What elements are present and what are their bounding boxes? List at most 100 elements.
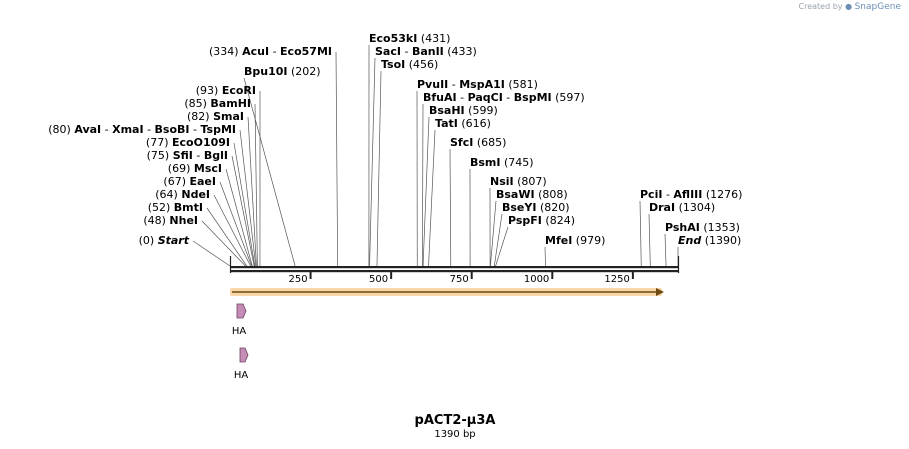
site-leader-line xyxy=(233,142,256,267)
restriction-site-label[interactable]: (52) BmtI xyxy=(148,201,203,214)
site-leader-line xyxy=(192,240,231,267)
restriction-site-label[interactable]: (334) AcuI - Eco57MI xyxy=(209,45,332,58)
snapgene-credit: Created by ● SnapGene xyxy=(799,2,902,12)
restriction-site-label[interactable]: PciI - AflIII (1276) xyxy=(640,188,742,201)
enzyme-name: BanII xyxy=(412,45,444,58)
enzyme-name: Eco57MI xyxy=(280,45,332,58)
site-leader-line xyxy=(639,200,642,267)
site-leader-line xyxy=(206,207,248,267)
restriction-site-label[interactable]: BsaWI (808) xyxy=(496,188,568,201)
enzyme-name: PciI xyxy=(640,188,662,201)
site-leader-lines xyxy=(192,44,679,267)
site-position: (1304) xyxy=(679,201,716,214)
enzyme-name: BseYI xyxy=(502,201,536,214)
restriction-site-label[interactable]: (80) AvaI - XmaI - BsoBI - TspMI xyxy=(48,123,236,136)
restriction-site-label[interactable]: SfcI (685) xyxy=(450,136,506,149)
site-position: (52) xyxy=(148,201,171,214)
restriction-site-label[interactable]: (75) SfiI - BglI xyxy=(147,149,228,162)
site-leader-line xyxy=(422,103,424,267)
restriction-site-label[interactable]: PspFI (824) xyxy=(508,214,575,227)
restriction-site-label[interactable]: BsaHI (599) xyxy=(429,104,498,117)
restriction-site-label[interactable]: PvuII - MspA1I (581) xyxy=(417,78,538,91)
enzyme-name: BsaHI xyxy=(429,104,465,117)
enzyme-name: PspFI xyxy=(508,214,542,227)
site-leader-line xyxy=(231,155,255,267)
site-position: (597) xyxy=(555,91,585,104)
site-leader-line xyxy=(239,129,257,267)
ruler-tick-label: 1000 xyxy=(524,274,549,285)
site-position: (80) xyxy=(48,123,71,136)
restriction-site-label[interactable]: DraI (1304) xyxy=(649,201,715,214)
enzyme-name: BglI xyxy=(204,149,228,162)
restriction-site-label[interactable]: (69) MscI xyxy=(168,162,222,175)
enzyme-name: AflIII xyxy=(673,188,702,201)
enzyme-name: BsoBI xyxy=(155,123,190,136)
site-position: (334) xyxy=(209,45,239,58)
enzyme-name: Eco53kI xyxy=(369,32,417,45)
site-position: (979) xyxy=(576,234,606,247)
site-leader-line xyxy=(213,194,251,267)
site-position: (581) xyxy=(508,78,538,91)
sequence-backbone-top xyxy=(230,266,679,269)
restriction-site-label[interactable]: (67) EaeI xyxy=(163,175,216,188)
site-position: (456) xyxy=(409,58,439,71)
restriction-site-label[interactable]: (48) NheI xyxy=(143,214,198,227)
ruler-ticks: 250 500 750 1000 1250 xyxy=(288,271,634,285)
enzyme-name: TsoI xyxy=(381,58,405,71)
site-leader-line xyxy=(335,51,338,267)
enzyme-name: PvuII xyxy=(417,78,448,91)
enzyme-name: BfuAI xyxy=(423,91,457,104)
site-leader-line xyxy=(254,103,258,267)
restriction-site-label[interactable]: (77) EcoO109I xyxy=(146,136,230,149)
site-leader-line xyxy=(376,70,382,267)
feature-ha-forward-label: HA xyxy=(232,326,247,337)
site-position: (48) xyxy=(143,214,166,227)
site-leader-line xyxy=(490,200,497,267)
plasmid-length: 1390 bp xyxy=(434,429,475,440)
enzyme-name: TatI xyxy=(435,117,458,130)
restriction-site-label[interactable]: Bpu10I (202) xyxy=(244,65,321,78)
restriction-site-label[interactable]: PshAI (1353) xyxy=(665,221,740,234)
restriction-site-label[interactable]: TatI (616) xyxy=(435,117,491,130)
restriction-site-label[interactable]: (64) NdeI xyxy=(155,188,210,201)
enzyme-name: MspA1I xyxy=(459,78,505,91)
feature-ha-forward[interactable]: HA xyxy=(232,303,247,337)
site-position: (1390) xyxy=(705,234,742,247)
enzyme-name: PshAI xyxy=(665,221,700,234)
site-position: (75) xyxy=(147,149,170,162)
site-leader-line xyxy=(243,77,296,267)
restriction-site-label[interactable]: BfuAI - PaqCI - BspMI (597) xyxy=(423,91,585,104)
restriction-site-label[interactable]: (82) SmaI xyxy=(187,110,244,123)
restriction-site-label[interactable]: Eco53kI (431) xyxy=(369,32,450,45)
ruler-tick-label: 250 xyxy=(288,274,307,285)
restriction-site-label[interactable]: MfeI (979) xyxy=(545,234,605,247)
credit-prefix: Created by xyxy=(798,2,843,11)
enzyme-name: BamHI xyxy=(210,97,251,110)
enzyme-name: TspMI xyxy=(200,123,236,136)
restriction-site-label[interactable]: BseYI (820) xyxy=(502,201,570,214)
restriction-site-label[interactable]: (93) EcoRI xyxy=(196,84,256,97)
site-position: (616) xyxy=(461,117,491,130)
plasmid-name: pACT2-µ3A xyxy=(415,413,496,428)
restriction-site-label[interactable]: NsiI (807) xyxy=(490,175,547,188)
restriction-site-label[interactable]: BsmI (745) xyxy=(470,156,534,169)
restriction-site-label[interactable]: TsoI (456) xyxy=(381,58,438,71)
ruler-tick-label: 1250 xyxy=(604,274,629,285)
site-position: (69) xyxy=(168,162,191,175)
ruler-tick-label: 500 xyxy=(369,274,388,285)
restriction-site-label[interactable]: (85) BamHI xyxy=(184,97,251,110)
enzyme-name: MscI xyxy=(194,162,222,175)
site-position: (0) xyxy=(139,234,155,247)
enzyme-name: EcoRI xyxy=(222,84,256,97)
enzyme-name: XmaI xyxy=(112,123,143,136)
site-position: (808) xyxy=(538,188,568,201)
feature-ha-reverse[interactable]: HA xyxy=(234,347,249,381)
site-position: (807) xyxy=(517,175,547,188)
site-position: (433) xyxy=(447,45,477,58)
orf-arrow[interactable] xyxy=(230,288,664,296)
site-position: (93) xyxy=(196,84,219,97)
restriction-site-label[interactable]: End (1390) xyxy=(678,234,741,247)
restriction-site-label[interactable]: SacI - BanII (433) xyxy=(375,45,477,58)
site-position: (685) xyxy=(477,136,507,149)
restriction-site-label[interactable]: (0) Start xyxy=(139,234,190,247)
